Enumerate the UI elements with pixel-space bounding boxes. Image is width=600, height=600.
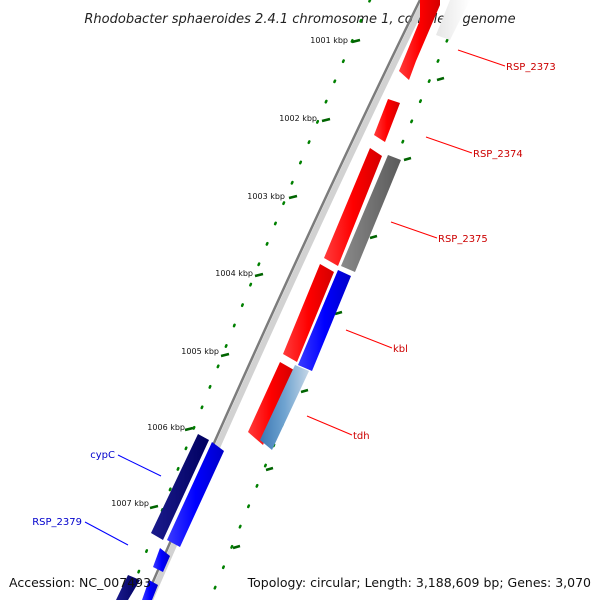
reverse-strand-genes <box>116 0 470 600</box>
major-tick-1001 <box>351 38 361 44</box>
gene-label-tdh: tdh <box>353 431 370 442</box>
gene-navy <box>116 575 140 600</box>
forward-strand-genes <box>248 0 440 445</box>
gene-grey <box>341 155 401 272</box>
kbp-label: 1002 kbp <box>279 114 317 123</box>
kbp-tick-ring <box>126 0 372 600</box>
outer-major-tick <box>300 388 309 394</box>
outer-major-tick <box>334 310 343 316</box>
major-tick-1004 <box>254 272 264 278</box>
leader-line <box>345 329 393 349</box>
leader-line <box>457 49 506 67</box>
outer-major-tick <box>265 466 274 472</box>
gene-label-cypc: cypC <box>90 450 115 461</box>
accession-text: Accession: NC_007493 <box>9 575 151 590</box>
leader-line <box>84 521 129 546</box>
leader-line <box>117 454 162 477</box>
kbp-label: 1001 kbp <box>310 36 348 45</box>
gene-forward <box>374 99 400 142</box>
gene-label-kbl: kbl <box>393 344 408 355</box>
major-tick-1005 <box>220 352 230 358</box>
leader-line <box>306 415 353 436</box>
major-tick-1003 <box>288 194 298 200</box>
gene-reverse <box>167 442 224 547</box>
label-leaders <box>84 49 506 546</box>
kbp-label: 1005 kbp <box>181 347 219 356</box>
gene-forward <box>248 362 294 445</box>
outer-major-tick <box>403 156 412 162</box>
gene-label-rsp-2373: RSP_2373 <box>506 62 556 73</box>
gene-steel <box>260 365 309 450</box>
kbp-label: 1007 kbp <box>111 499 149 508</box>
outer-major-tick <box>369 234 378 240</box>
gene-reverse <box>142 580 158 600</box>
kbp-label: 1006 kbp <box>147 423 185 432</box>
gene-reverse <box>153 548 170 572</box>
gene-forward <box>324 148 382 266</box>
gene-navy <box>151 434 209 540</box>
gene-forward <box>399 0 440 80</box>
outer-major-tick <box>436 76 445 82</box>
major-tick-1002 <box>321 117 331 123</box>
gene-label-rsp-2375: RSP_2375 <box>438 234 488 245</box>
leader-line <box>390 221 438 239</box>
major-tick-1007 <box>149 504 159 510</box>
kbp-label: 1004 kbp <box>215 269 253 278</box>
kbp-label: 1003 kbp <box>247 192 285 201</box>
gene-reverse <box>298 270 351 371</box>
gene-fade <box>436 0 470 40</box>
leader-line <box>425 136 473 154</box>
major-tick-1006 <box>184 426 194 432</box>
genome-summary-text: Topology: circular; Length: 3,188,609 bp… <box>247 575 591 590</box>
gene-label-rsp-2374: RSP_2374 <box>473 149 523 160</box>
gene-label-rsp-2379: RSP_2379 <box>32 517 82 528</box>
gene-forward <box>283 264 334 362</box>
outer-major-tick <box>232 544 241 550</box>
